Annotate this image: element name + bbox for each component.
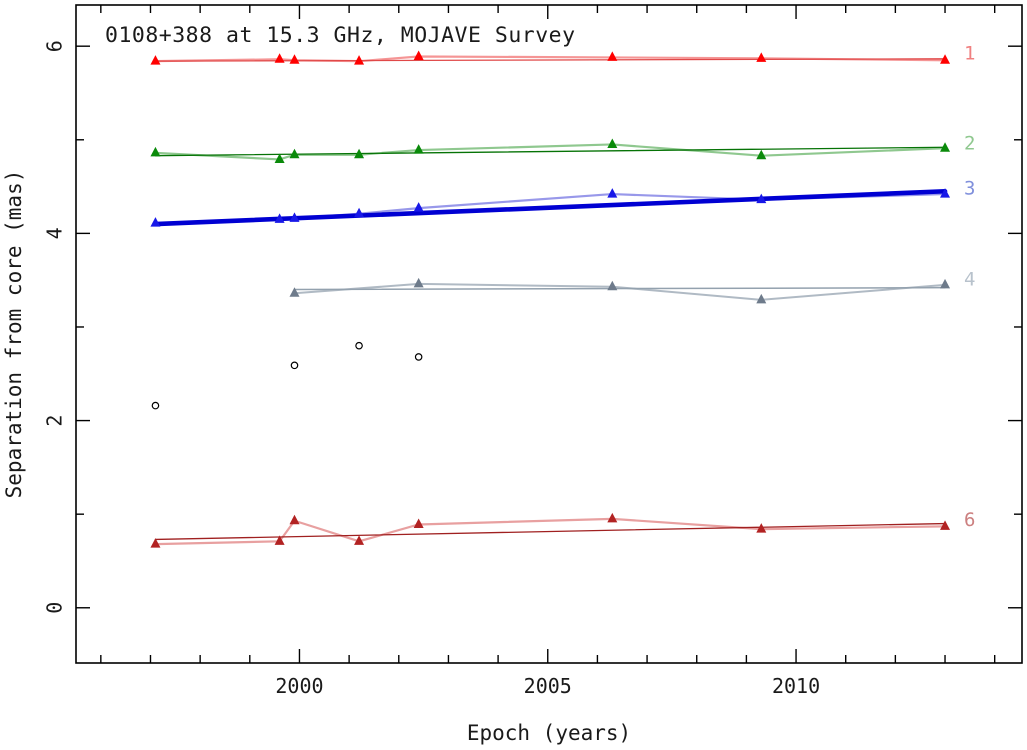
series-component-4-markers [289, 277, 951, 304]
chart-title: 0108+388 at 15.3 GHz, MOJAVE Survey [105, 23, 576, 48]
triangle-marker [354, 535, 365, 545]
series-component-1: 1 [150, 43, 975, 65]
series-component-6-fit-line [154, 522, 946, 541]
triangle-marker [940, 520, 951, 530]
triangle-marker [413, 144, 424, 154]
series-component-3-markers [150, 188, 951, 227]
circle-marker [290, 361, 299, 370]
series-unidentified-component-markers [151, 341, 423, 410]
triangle-marker [756, 52, 767, 62]
triangle-marker [274, 153, 285, 163]
triangle-marker [413, 277, 424, 288]
triangle-marker [756, 193, 767, 204]
triangle-marker [607, 51, 618, 61]
circle-marker [151, 401, 160, 410]
triangle-marker [150, 217, 161, 227]
triangle-marker [289, 148, 300, 159]
triangle-marker [150, 55, 161, 65]
triangle-marker [940, 278, 951, 289]
circle-marker [414, 353, 423, 361]
y-tick-label: 2 [43, 415, 67, 427]
triangle-marker [274, 535, 285, 545]
triangle-marker [940, 142, 951, 152]
y-axis-label: Separation from core (mas) [2, 170, 26, 499]
triangle-marker [354, 148, 365, 159]
series-component-6: 6 [150, 509, 975, 548]
circle-marker [355, 341, 363, 350]
triangle-marker [274, 53, 285, 63]
triangle-marker [756, 293, 767, 304]
triangle-marker [289, 514, 300, 525]
x-tick-label: 2010 [772, 674, 820, 698]
series-component-2-markers [150, 138, 951, 163]
y-tick-label: 4 [43, 227, 67, 239]
x-tick-label: 2005 [524, 674, 572, 698]
data-series-layer: 1 2 3 4 6 [150, 43, 975, 548]
triangle-marker [756, 149, 767, 160]
triangle-marker [150, 538, 161, 548]
triangle-marker [940, 54, 951, 64]
x-tick-label: 2000 [275, 674, 323, 698]
plot-frame [75, 4, 1023, 664]
series-component-1-fit-line [154, 58, 946, 62]
series-component-3: 3 [150, 178, 975, 227]
triangle-marker [354, 207, 365, 218]
triangle-marker [274, 213, 285, 223]
series-component-6-label: 6 [964, 509, 975, 531]
series-component-2-label: 2 [964, 133, 975, 155]
series-component-1-label: 1 [964, 43, 975, 65]
y-tick-label: 0 [43, 602, 67, 614]
triangle-marker [607, 188, 618, 198]
series-component-2: 2 [150, 133, 975, 163]
triangle-marker [607, 280, 618, 291]
series-component-4-connect-line [293, 282, 947, 301]
axis-ticks: 2000 2005 2010 0 2 4 6 [43, 5, 1022, 698]
triangle-marker [289, 287, 300, 297]
triangle-marker [940, 188, 951, 198]
x-axis-label: Epoch (years) [467, 721, 631, 745]
triangle-marker [413, 202, 424, 212]
y-tick-label: 6 [43, 40, 67, 52]
series-component-3-fit-line [153, 188, 948, 227]
triangle-marker [607, 138, 618, 148]
triangle-marker [413, 518, 424, 528]
series-component-3-label: 3 [964, 178, 975, 200]
series-component-6-markers [150, 512, 951, 548]
triangle-marker [354, 55, 365, 65]
triangle-marker [756, 523, 767, 533]
triangle-marker [413, 50, 424, 60]
series-unidentified-component [151, 341, 423, 410]
series-component-4-label: 4 [964, 268, 975, 290]
series-component-4: 4 [289, 268, 975, 304]
series-component-1-markers [150, 50, 951, 65]
triangle-marker [607, 512, 618, 523]
triangle-marker [289, 212, 300, 222]
series-component-2-fit-line [154, 146, 946, 157]
series-component-4-fit-line [293, 286, 946, 291]
triangle-marker [150, 146, 161, 157]
triangle-marker [289, 54, 300, 64]
